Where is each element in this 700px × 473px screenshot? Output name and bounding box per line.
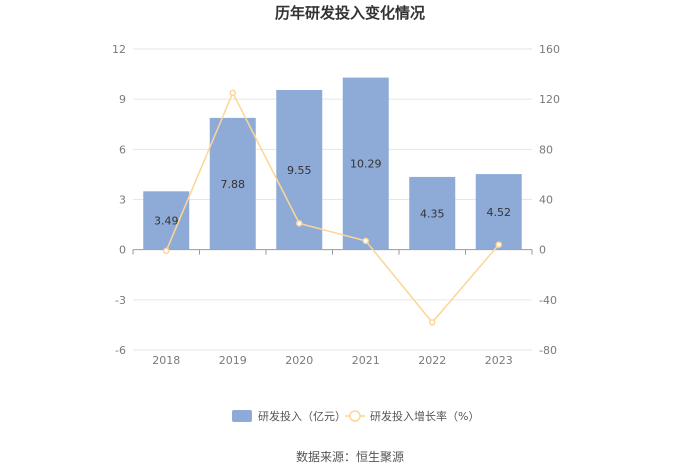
- gridlines: [132, 48, 533, 351]
- growth-line: [165, 91, 500, 324]
- right-tick-label: 0: [539, 244, 546, 257]
- legend-line-marker: [349, 410, 361, 422]
- left-tick-label: 6: [119, 143, 126, 156]
- bar-data-label: 4.35: [420, 207, 445, 220]
- bar-data-label: 10.29: [350, 158, 382, 171]
- chart-title: 历年研发投入变化情况: [275, 4, 425, 22]
- left-tick-label: 12: [112, 43, 126, 56]
- bar-data-label: 3.49: [154, 214, 179, 227]
- data-labels: 3.49 7.88 9.55 10.29 4.35 4.52: [154, 158, 511, 228]
- category-label: 2019: [219, 354, 247, 367]
- source-note: 数据来源：恒生聚源: [296, 449, 404, 464]
- left-tick-label: 9: [119, 93, 126, 106]
- left-tick-label: 0: [119, 244, 126, 257]
- right-tick-label: 120: [539, 93, 560, 106]
- legend-bar-label: 研发投入（亿元）: [258, 409, 346, 423]
- left-tick-label: -6: [115, 344, 126, 357]
- bar: [143, 191, 190, 250]
- bar: [209, 117, 256, 250]
- bar: [342, 77, 389, 250]
- category-label: 2020: [285, 354, 313, 367]
- bar-series: [143, 77, 522, 250]
- category-label: 2021: [352, 354, 380, 367]
- left-tick-label: -3: [115, 294, 126, 307]
- right-tick-label: 80: [539, 143, 553, 156]
- right-tick-label: -80: [539, 344, 557, 357]
- right-tick-label: 160: [539, 43, 560, 56]
- growth-point: [495, 241, 502, 248]
- category-label: 2022: [418, 354, 446, 367]
- growth-point: [429, 319, 436, 326]
- bar: [409, 176, 456, 250]
- line-series: [163, 89, 502, 326]
- legend-line-label: 研发投入增长率（%）: [370, 409, 479, 423]
- growth-point: [163, 247, 170, 255]
- growth-point: [229, 89, 236, 97]
- legend[interactable]: 研发投入（亿元） 研发投入增长率（%）: [232, 409, 479, 423]
- growth-point: [362, 237, 369, 245]
- legend-bar-swatch: [232, 410, 252, 422]
- left-tick-label: 3: [119, 194, 126, 207]
- bar-data-label: 4.52: [487, 206, 512, 219]
- bar-data-label: 7.88: [221, 178, 246, 191]
- category-label: 2018: [152, 354, 180, 367]
- growth-point: [296, 220, 303, 227]
- bar-data-label: 9.55: [287, 164, 312, 177]
- axis-ticks: 12 160 9 120 6 80 3 40 0 0 -3 -40 -6 -80 2018 2019 2020 2…: [112, 43, 560, 367]
- bar: [475, 174, 522, 250]
- category-label: 2023: [485, 354, 513, 367]
- right-tick-label: -40: [539, 294, 557, 307]
- right-tick-label: 40: [539, 194, 553, 207]
